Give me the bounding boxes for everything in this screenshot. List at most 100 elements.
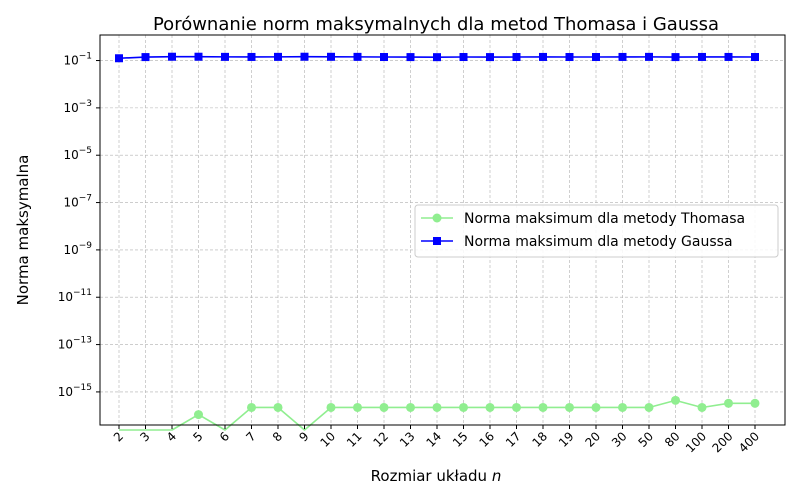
data-point: [618, 402, 627, 412]
data-point: [432, 402, 442, 412]
data-point: [459, 402, 468, 412]
data-point: [379, 402, 389, 412]
x-axis-label-text: Rozmiar układu: [371, 467, 492, 485]
y-tick-label: 10−9: [63, 241, 92, 257]
data-point: [644, 402, 654, 412]
series-layer: [115, 52, 760, 431]
data-point: [671, 53, 680, 62]
data-point: [485, 402, 495, 412]
data-point: [221, 52, 229, 61]
data-point: [247, 402, 256, 412]
data-point: [115, 54, 123, 63]
x-tick-label: 2: [111, 429, 126, 444]
y-tick-label: 10−7: [63, 194, 92, 210]
data-point: [591, 402, 601, 412]
x-tick-label: 3: [137, 429, 152, 444]
data-point: [512, 53, 521, 62]
data-point: [750, 398, 760, 408]
x-tick-label: 20: [582, 429, 603, 450]
x-tick-label: 8: [270, 429, 285, 444]
data-point: [512, 402, 521, 412]
data-point: [406, 53, 415, 62]
data-point: [724, 398, 733, 408]
y-tick-label: 10−1: [63, 52, 92, 68]
y-tick-base: 10: [63, 54, 78, 68]
data-point: [565, 402, 574, 412]
x-tick-label: 4: [164, 429, 179, 444]
x-tick-label: 13: [397, 429, 418, 450]
data-point: [724, 52, 733, 61]
x-tick-label: 7: [243, 429, 258, 444]
data-point: [697, 402, 707, 412]
y-tick-exponent: −7: [79, 194, 92, 204]
x-tick-label: 12: [370, 429, 391, 450]
data-point: [380, 53, 388, 62]
data-point: [247, 52, 256, 61]
x-tick-label: 30: [609, 429, 630, 450]
x-axis-label-variable: n: [492, 467, 502, 485]
y-tick-exponent: −3: [79, 99, 92, 109]
x-tick-label: 16: [476, 429, 497, 450]
x-tick-label: 6: [217, 429, 232, 444]
x-tick-label: 17: [503, 429, 524, 450]
x-tick-label: 200: [710, 429, 736, 455]
y-tick-exponent: −9: [79, 241, 93, 251]
y-tick-base: 10: [63, 101, 78, 115]
legend-marker-thomas: [432, 213, 442, 223]
data-point: [406, 402, 415, 412]
data-point: [353, 52, 362, 61]
data-point: [486, 53, 494, 62]
data-point: [671, 395, 680, 405]
data-point: [459, 53, 468, 62]
legend-label-gauss: Norma maksimum dla metody Gaussa: [464, 234, 733, 250]
series-thomas: [119, 395, 760, 431]
data-point: [194, 52, 203, 61]
legend-marker-gauss: [433, 237, 441, 245]
y-tick-exponent: −15: [73, 383, 92, 393]
x-tick-label: 50: [635, 429, 656, 450]
x-tick-label: 11: [344, 429, 365, 450]
data-point: [698, 52, 706, 61]
y-tick-label: 10−11: [58, 288, 92, 304]
x-tick-label: 9: [296, 429, 311, 444]
y-tick-exponent: −11: [73, 288, 92, 298]
data-point: [592, 53, 600, 62]
x-tick-label: 10: [317, 429, 338, 450]
legend-box: [414, 204, 779, 258]
data-point: [751, 53, 759, 62]
y-tick-base: 10: [63, 148, 78, 162]
y-tick-base: 10: [58, 385, 73, 399]
y-tick-exponent: −13: [73, 336, 92, 346]
legend-label-thomas: Norma maksimum dla metody Thomasa: [464, 211, 745, 227]
x-tick-label: 5: [190, 429, 205, 444]
y-tick-base: 10: [63, 196, 78, 210]
y-tick-base: 10: [63, 243, 78, 257]
data-point: [274, 52, 282, 61]
y-tick-base: 10: [58, 338, 73, 352]
y-tick-exponent: −5: [79, 146, 92, 156]
data-point: [618, 52, 627, 61]
y-tick-label: 10−3: [63, 99, 92, 115]
x-axis: 2 3 4 5 6 7 8 9 10 11 12 13 14 15 16 17 18 19 20 30 50 80 100 2…: [111, 425, 762, 455]
data-point: [273, 402, 283, 412]
y-axis-label: Norma maksymalna: [14, 155, 32, 306]
y-tick-label: 10−13: [58, 336, 92, 352]
x-tick-label: 80: [662, 429, 683, 450]
data-point: [538, 402, 548, 412]
series-gauss: [115, 52, 759, 63]
data-point: [141, 53, 150, 62]
x-axis-label: Rozmiar układu n: [371, 467, 502, 485]
x-tick-label: 100: [683, 429, 709, 455]
data-point: [168, 52, 176, 61]
x-tick-label: 400: [736, 429, 762, 455]
data-point: [353, 402, 362, 412]
chart-title: Porównanie norm maksymalnych dla metod T…: [153, 14, 719, 35]
y-tick-exponent: −1: [79, 52, 92, 62]
y-tick-label: 10−15: [58, 383, 92, 399]
x-tick-label: 15: [450, 429, 471, 450]
y-tick-base: 10: [58, 290, 73, 304]
data-point: [326, 402, 336, 412]
x-tick-label: 19: [556, 429, 577, 450]
